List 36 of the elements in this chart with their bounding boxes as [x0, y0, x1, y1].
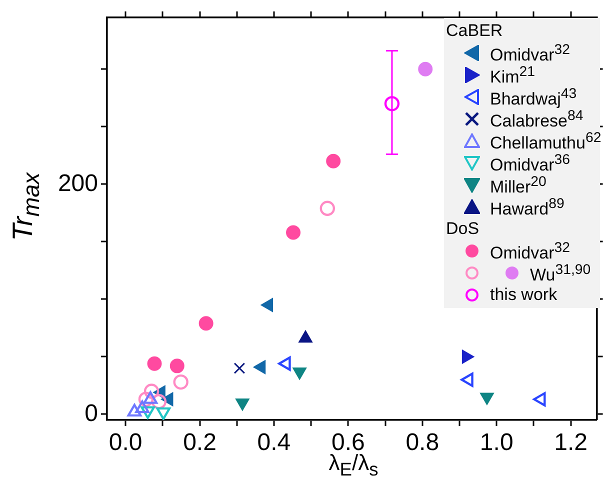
x-axis-title: λ$_{E}$/λ$_{s}$ — [328, 450, 378, 480]
point — [384, 96, 400, 112]
legend-label: Omidvar$^{32}$ — [490, 240, 570, 263]
point — [320, 200, 336, 216]
point — [286, 225, 301, 240]
point — [173, 374, 188, 390]
x-tick-label: 0.0 — [108, 429, 142, 456]
y-tick-label: 200 — [58, 170, 98, 197]
x-tick-label: 0.2 — [183, 429, 216, 456]
legend-label: Miller$^{20}$ — [490, 174, 546, 197]
point — [326, 154, 341, 168]
text: DoS — [446, 219, 480, 238]
point — [261, 298, 274, 312]
legend-label: Omidvar$^{32}$ — [490, 41, 570, 66]
text: CaBER — [446, 21, 503, 40]
point — [418, 62, 433, 76]
y-tick-label: 0 — [84, 400, 98, 427]
x-tick-label: 0.8 — [406, 429, 440, 456]
legend-label: Kim$^{21}$ — [490, 64, 536, 87]
point — [151, 394, 167, 410]
legend-label: this work — [490, 284, 558, 306]
legend-label: Omidvar$^{36}$ — [490, 152, 570, 175]
point — [138, 392, 154, 407]
x-tick-label: 1.0 — [480, 429, 514, 456]
legend-label: Calabrese$^{84}$ — [490, 108, 584, 131]
legend-label: Chellamuthu$^{62}$ — [490, 130, 602, 153]
point — [234, 362, 246, 374]
x-tick-label: 1.2 — [554, 429, 588, 456]
legend-label: Haward$^{89}$ — [490, 196, 564, 219]
point — [170, 358, 184, 374]
point — [147, 356, 162, 371]
legend-label: Bhardwaj$^{43}$ — [490, 86, 577, 109]
legend-label: Wu$^{31,90}$ — [530, 262, 591, 285]
point — [144, 384, 160, 399]
x-tick-label: 0.4 — [257, 429, 291, 456]
point — [198, 316, 214, 331]
